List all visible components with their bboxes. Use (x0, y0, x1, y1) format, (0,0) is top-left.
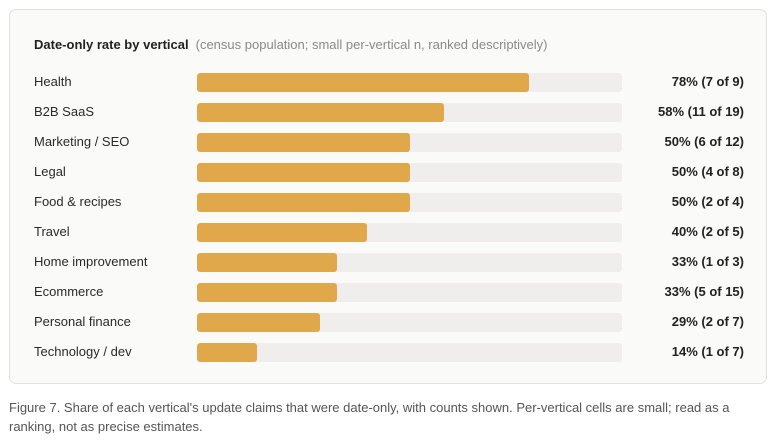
bar-track (197, 73, 622, 92)
bar-row: Travel 40% (2 of 5) (10, 222, 768, 242)
value-label: 29% (2 of 7) (671, 314, 744, 329)
value-label: 50% (4 of 8) (671, 164, 744, 179)
bar (197, 133, 410, 152)
category-label: Legal (34, 164, 66, 179)
category-label: Technology / dev (34, 344, 132, 359)
bar-track (197, 343, 622, 362)
value-label: 33% (5 of 15) (664, 284, 744, 299)
category-label: Health (34, 74, 72, 89)
bar (197, 223, 367, 242)
bar (197, 103, 444, 122)
category-label: Food & recipes (34, 194, 122, 209)
bar (197, 73, 529, 92)
value-label: 50% (2 of 4) (671, 194, 744, 209)
value-label: 50% (6 of 12) (664, 134, 744, 149)
bar-track (197, 253, 622, 272)
bar-track (197, 283, 622, 302)
category-label: Marketing / SEO (34, 134, 130, 149)
category-label: Home improvement (34, 254, 148, 269)
category-label: Travel (34, 224, 70, 239)
bar (197, 283, 338, 302)
bar (197, 193, 410, 212)
value-label: 78% (7 of 9) (671, 74, 744, 89)
bar-row: Food & recipes 50% (2 of 4) (10, 192, 768, 212)
bar-row: Ecommerce 33% (5 of 15) (10, 282, 768, 302)
bar-track (197, 313, 622, 332)
bar (197, 343, 257, 362)
bar-row: B2B SaaS 58% (11 of 19) (10, 102, 768, 122)
bar-track (197, 133, 622, 152)
category-label: Ecommerce (34, 284, 104, 299)
value-label: 58% (11 of 19) (658, 104, 744, 119)
chart-title: Date-only rate by vertical (34, 37, 189, 52)
bar-track (197, 103, 622, 122)
bar-track (197, 193, 622, 212)
value-label: 33% (1 of 3) (671, 254, 744, 269)
chart-subtitle: (census population; small per-vertical n… (195, 37, 548, 52)
bar-row: Marketing / SEO 50% (6 of 12) (10, 132, 768, 152)
value-label: 14% (1 of 7) (671, 344, 744, 359)
category-label: Personal finance (34, 314, 131, 329)
bar (197, 313, 321, 332)
bar-track (197, 163, 622, 182)
chart-card: Date-only rate by vertical (census popula… (9, 9, 767, 384)
figure-caption: Figure 7. Share of each vertical's updat… (9, 400, 730, 434)
bar-row: Personal finance 29% (2 of 7) (10, 312, 768, 332)
bar-row: Home improvement 33% (1 of 3) (10, 252, 768, 272)
bar-row: Health 78% (7 of 9) (10, 72, 768, 92)
bar-row: Technology / dev 14% (1 of 7) (10, 342, 768, 362)
bar (197, 163, 410, 182)
bar-track (197, 223, 622, 242)
chart-header: Date-only rate by vertical (census popula… (34, 36, 548, 54)
category-label: B2B SaaS (34, 104, 94, 119)
value-label: 40% (2 of 5) (671, 224, 744, 239)
bar (197, 253, 338, 272)
bar-row: Legal 50% (4 of 8) (10, 162, 768, 182)
